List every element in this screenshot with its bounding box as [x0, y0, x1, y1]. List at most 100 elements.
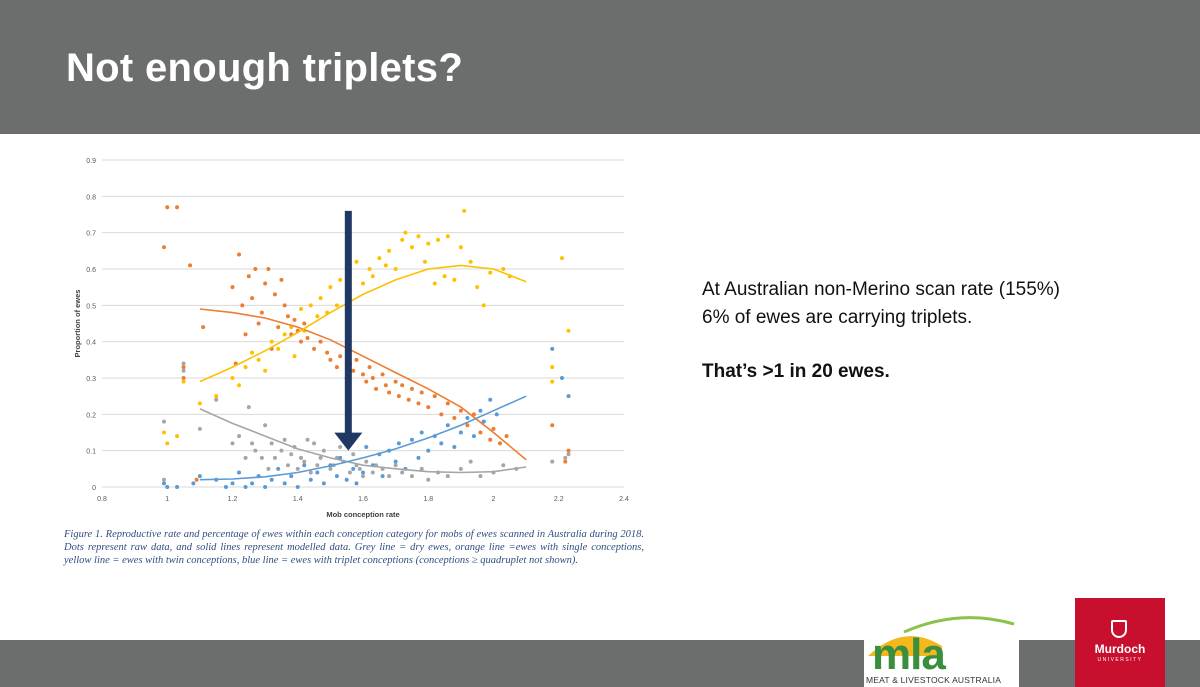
dry-point [566, 452, 571, 457]
single-point [354, 357, 359, 362]
dry-point [364, 459, 369, 464]
twin-point [276, 346, 281, 351]
y-tick-label: 0.4 [86, 340, 96, 347]
single-point [416, 401, 421, 406]
triplet-point [396, 441, 401, 446]
triplet-point [478, 408, 483, 413]
dry-point [161, 419, 166, 424]
twin-point [403, 230, 408, 235]
triplet-point [175, 485, 180, 489]
single-point [488, 437, 493, 442]
twin-point [269, 339, 274, 344]
triplet-point [354, 481, 359, 486]
single-point [201, 325, 206, 330]
twin-point [452, 277, 457, 282]
dry-point [305, 437, 310, 442]
single-point [563, 459, 568, 464]
dry-point [563, 455, 568, 460]
single-point [266, 267, 271, 271]
twin-point [308, 303, 313, 308]
twin-point [432, 281, 437, 286]
twin-point [230, 376, 235, 380]
twin-point [377, 256, 382, 261]
twin-point [409, 245, 414, 250]
dry-point [181, 361, 186, 366]
twin-point [370, 274, 375, 279]
twin-point [354, 259, 359, 264]
murdoch-name: Murdoch [1094, 642, 1146, 656]
dry-point [302, 459, 307, 464]
single-point [409, 386, 414, 391]
dry-point [351, 452, 356, 457]
info-line-2: 6% of ewes are carrying triplets. [702, 307, 973, 328]
single-point [471, 412, 476, 417]
dry-point [259, 455, 264, 460]
twin-point [367, 267, 372, 271]
triplet-point [344, 477, 349, 482]
single-point [188, 263, 193, 268]
dry-point [370, 470, 375, 475]
dry-point [478, 474, 483, 479]
dry-point [321, 448, 326, 453]
twin-point [475, 285, 480, 290]
triplet-point [439, 441, 444, 446]
twin-point [481, 303, 486, 308]
single-point [325, 350, 330, 355]
triplet-point [452, 445, 457, 450]
x-axis-label: Mob conception rate [326, 510, 399, 519]
single-point [361, 372, 365, 377]
twin-point [426, 241, 431, 246]
x-tick-label: 2 [492, 496, 496, 503]
triplet-curve [199, 395, 527, 481]
single-point [498, 441, 503, 446]
single-point [312, 346, 317, 351]
triplet-point [351, 466, 356, 471]
x-tick-label: 2.2 [554, 496, 564, 503]
twin-point [436, 237, 441, 242]
triplet-point [409, 437, 414, 442]
dry-point [426, 477, 431, 482]
single-point [243, 332, 248, 337]
single-point [318, 339, 323, 344]
single-point [240, 303, 245, 308]
dry-point [361, 474, 365, 479]
twin-point [165, 441, 170, 446]
single-point [263, 281, 268, 286]
triplet-point [250, 481, 255, 486]
mla-wordmark: mla [872, 630, 946, 679]
dry-point [308, 470, 313, 475]
single-point [338, 354, 343, 359]
single-point [458, 408, 463, 413]
dry-point [400, 470, 405, 475]
single-point [550, 423, 555, 428]
figure-caption: Figure 1. Reproductive rate and percenta… [64, 529, 644, 566]
single-point [439, 412, 444, 417]
triplet-point [334, 474, 339, 479]
single-point [285, 314, 290, 319]
dry-point [445, 474, 450, 479]
single-point [276, 325, 281, 330]
triplet-point [445, 423, 450, 428]
x-tick-label: 2.4 [619, 496, 629, 503]
x-tick-label: 1.4 [293, 496, 303, 503]
single-point [328, 357, 333, 362]
triplet-point [282, 481, 287, 486]
dry-point [419, 466, 424, 471]
triplet-point [488, 397, 493, 402]
triplet-point [364, 445, 369, 450]
single-point [246, 274, 251, 279]
twin-point [256, 357, 261, 362]
single-point [383, 383, 388, 388]
single-point [334, 365, 339, 370]
triplet-point [321, 481, 326, 486]
dry-point [243, 455, 248, 460]
info-panel: At Australian non-Merino scan rate (155%… [702, 276, 1162, 386]
triplet-point [416, 455, 421, 460]
dry-point [312, 441, 317, 446]
triplet-point [560, 376, 565, 380]
twin-point [263, 368, 268, 373]
twin-point [338, 277, 343, 282]
y-tick-label: 0.6 [86, 267, 96, 274]
footer-bar [0, 640, 1200, 687]
twin-point [458, 245, 463, 250]
